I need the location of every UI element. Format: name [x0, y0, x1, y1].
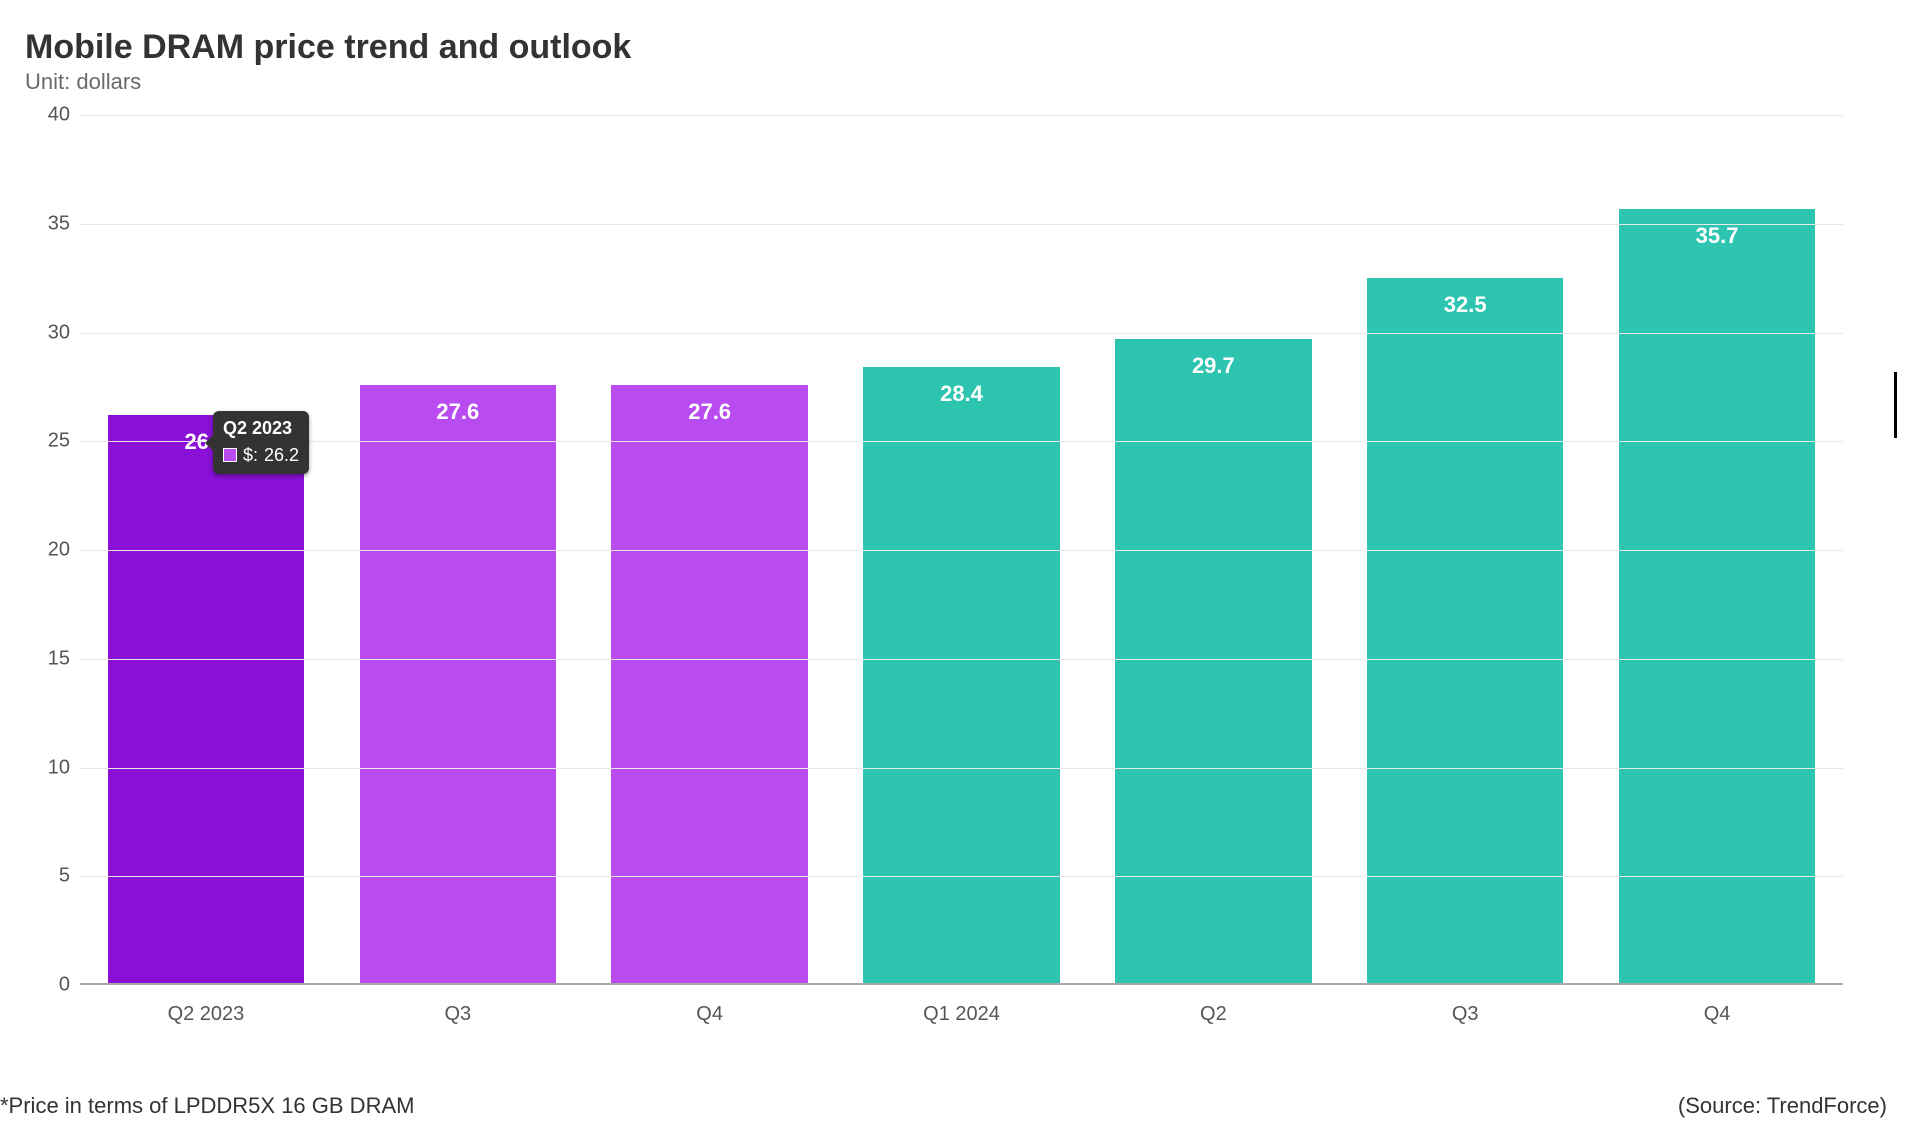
chart-area: 26.2 27.6 27.6 28.4 29.7 32.5 35.7 0 5 10 15 20 25 3…: [25, 115, 1895, 1035]
footnote-left: *Price in terms of LPDDR5X 16 GB DRAM: [0, 1093, 414, 1119]
bar-value-label: 32.5: [1444, 292, 1487, 318]
x-tick-label: Q4: [584, 1003, 836, 1026]
hover-tooltip: Q2 2023 $: 26.2: [213, 411, 309, 474]
x-tick-label: Q2: [1087, 1003, 1339, 1026]
y-tick-label: 20: [48, 539, 80, 562]
y-tick-label: 35: [48, 212, 80, 235]
tooltip-title: Q2 2023: [223, 417, 299, 440]
y-tick-label: 40: [48, 104, 80, 127]
gridline: [80, 115, 1843, 116]
chart-frame: Mobile DRAM price trend and outlook Unit…: [0, 0, 1917, 1125]
tooltip-value-label: $:: [243, 444, 258, 467]
tooltip-row: $: 26.2: [223, 444, 299, 467]
x-tick-label: Q2 2023: [80, 1003, 332, 1026]
x-tick-label: Q1 2024: [836, 1003, 1088, 1026]
y-tick-label: 0: [59, 974, 80, 997]
gridline: [80, 876, 1843, 877]
bar[interactable]: 27.6: [611, 385, 807, 985]
bar-value-label: 28.4: [940, 381, 983, 407]
x-tick-label: Q3: [332, 1003, 584, 1026]
right-edge-accent: [1894, 372, 1897, 438]
y-tick-label: 10: [48, 756, 80, 779]
bar-value-label: 35.7: [1696, 223, 1739, 249]
gridline: [80, 550, 1843, 551]
y-tick-label: 5: [59, 865, 80, 888]
bar[interactable]: 32.5: [1367, 278, 1563, 985]
gridline: [80, 659, 1843, 660]
gridline: [80, 224, 1843, 225]
gridline: [80, 333, 1843, 334]
bar[interactable]: 27.6: [360, 385, 556, 985]
plot-area: 26.227.627.628.429.732.535.7 05101520253…: [80, 115, 1843, 985]
bar[interactable]: 26.2: [108, 415, 304, 985]
x-tick-label: Q3: [1339, 1003, 1591, 1026]
bar-value-label: 27.6: [436, 399, 479, 425]
tooltip-swatch-icon: [223, 448, 237, 462]
y-tick-label: 25: [48, 430, 80, 453]
x-tick-label: Q4: [1591, 1003, 1843, 1026]
y-tick-label: 30: [48, 321, 80, 344]
bar-value-label: 29.7: [1192, 353, 1235, 379]
gridline: [80, 441, 1843, 442]
y-tick-label: 15: [48, 647, 80, 670]
tooltip-arrow-icon: [205, 435, 213, 451]
chart-subtitle: Unit: dollars: [25, 69, 1897, 95]
bar[interactable]: 28.4: [863, 367, 1059, 985]
chart-title: Mobile DRAM price trend and outlook: [25, 28, 1897, 67]
x-axis-baseline: [80, 983, 1843, 985]
gridline: [80, 768, 1843, 769]
bar[interactable]: 29.7: [1115, 339, 1311, 985]
bar[interactable]: 35.7: [1619, 209, 1815, 985]
footnote-right: (Source: TrendForce): [1678, 1093, 1887, 1119]
x-axis-labels: Q2 2023Q3Q4Q1 2024Q2Q3Q4: [80, 1003, 1843, 1026]
tooltip-value: 26.2: [264, 444, 299, 467]
bar-value-label: 27.6: [688, 399, 731, 425]
